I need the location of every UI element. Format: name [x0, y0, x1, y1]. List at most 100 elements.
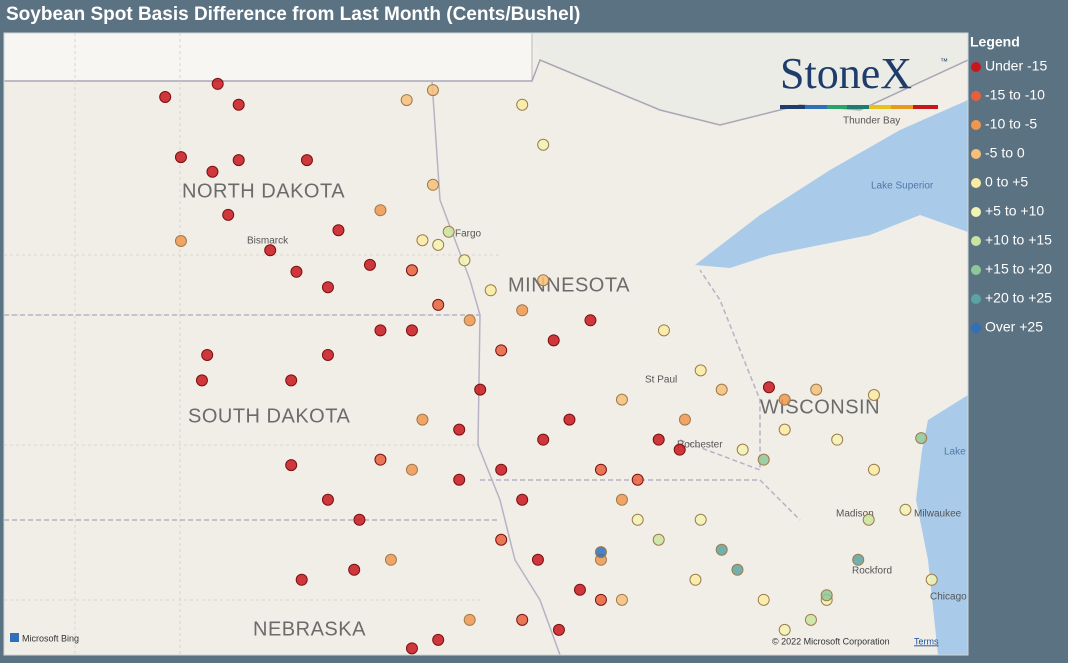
- price-point[interactable]: [584, 314, 597, 327]
- price-point[interactable]: [363, 258, 376, 271]
- price-point[interactable]: [694, 364, 707, 377]
- price-point[interactable]: [353, 513, 366, 526]
- price-point[interactable]: [400, 94, 413, 107]
- price-point[interactable]: [195, 374, 208, 387]
- price-point[interactable]: [615, 493, 628, 506]
- price-point[interactable]: [159, 91, 172, 104]
- price-point[interactable]: [384, 553, 397, 566]
- price-point[interactable]: [285, 459, 298, 472]
- price-point[interactable]: [615, 393, 628, 406]
- price-point[interactable]: [831, 433, 844, 446]
- price-point[interactable]: [516, 493, 529, 506]
- price-point[interactable]: [731, 563, 744, 576]
- price-point[interactable]: [563, 413, 576, 426]
- price-point[interactable]: [463, 613, 476, 626]
- price-point[interactable]: [867, 389, 880, 401]
- price-point[interactable]: [264, 244, 277, 257]
- price-point[interactable]: [442, 225, 455, 238]
- price-point[interactable]: [736, 443, 749, 456]
- price-point[interactable]: [516, 98, 529, 111]
- price-point[interactable]: [594, 593, 607, 606]
- price-point[interactable]: [552, 623, 565, 636]
- price-point[interactable]: [778, 423, 791, 436]
- price-point[interactable]: [174, 235, 187, 247]
- price-point[interactable]: [694, 513, 707, 526]
- price-point[interactable]: [862, 513, 875, 526]
- price-point[interactable]: [594, 463, 607, 476]
- price-point[interactable]: [652, 433, 665, 446]
- price-point[interactable]: [804, 613, 817, 626]
- price-point[interactable]: [810, 383, 823, 396]
- price-point[interactable]: [867, 463, 880, 476]
- price-point[interactable]: [374, 204, 387, 217]
- price-point[interactable]: [232, 154, 245, 167]
- price-point[interactable]: [405, 264, 418, 277]
- price-point[interactable]: [463, 314, 476, 327]
- price-point[interactable]: [899, 503, 912, 516]
- price-point[interactable]: [374, 324, 387, 337]
- price-point[interactable]: [715, 383, 728, 396]
- price-point[interactable]: [778, 393, 791, 406]
- price-point[interactable]: [426, 178, 439, 191]
- price-point[interactable]: [484, 284, 497, 297]
- price-point[interactable]: [206, 165, 219, 178]
- price-point[interactable]: [852, 553, 865, 566]
- price-point[interactable]: [211, 77, 224, 90]
- price-point[interactable]: [537, 274, 550, 287]
- price-point[interactable]: [405, 642, 418, 655]
- price-point[interactable]: [531, 553, 544, 566]
- price-point[interactable]: [348, 563, 361, 576]
- price-point[interactable]: [689, 573, 702, 586]
- price-point[interactable]: [757, 453, 770, 466]
- price-point[interactable]: [495, 344, 508, 357]
- price-point[interactable]: [757, 593, 770, 606]
- price-point[interactable]: [453, 473, 466, 486]
- price-point[interactable]: [762, 381, 775, 394]
- price-point[interactable]: [594, 546, 607, 559]
- price-point[interactable]: [495, 533, 508, 546]
- price-point[interactable]: [321, 281, 334, 294]
- price-point[interactable]: [232, 98, 245, 111]
- price-point[interactable]: [631, 473, 644, 486]
- price-point[interactable]: [652, 533, 665, 546]
- price-point[interactable]: [516, 613, 529, 626]
- price-point[interactable]: [405, 324, 418, 337]
- price-point[interactable]: [416, 413, 429, 426]
- price-point[interactable]: [820, 589, 833, 602]
- price-point[interactable]: [426, 84, 439, 97]
- price-point[interactable]: [432, 298, 445, 311]
- price-point[interactable]: [537, 433, 550, 446]
- price-point[interactable]: [222, 208, 235, 221]
- price-point[interactable]: [495, 463, 508, 476]
- price-point[interactable]: [300, 154, 313, 167]
- price-point[interactable]: [673, 443, 686, 456]
- price-point[interactable]: [321, 493, 334, 506]
- price-point[interactable]: [547, 334, 560, 347]
- price-point[interactable]: [778, 623, 791, 636]
- price-point[interactable]: [174, 151, 187, 164]
- price-point[interactable]: [715, 543, 728, 556]
- price-point[interactable]: [285, 374, 298, 387]
- price-point[interactable]: [416, 234, 429, 247]
- price-point[interactable]: [516, 304, 529, 317]
- price-point[interactable]: [458, 254, 471, 267]
- price-point[interactable]: [615, 593, 628, 606]
- price-point[interactable]: [432, 633, 445, 646]
- price-point[interactable]: [295, 573, 308, 586]
- price-point[interactable]: [537, 138, 550, 151]
- price-point[interactable]: [573, 583, 586, 596]
- price-point[interactable]: [925, 573, 938, 586]
- price-point[interactable]: [631, 513, 644, 526]
- price-point[interactable]: [657, 324, 670, 337]
- price-point[interactable]: [915, 432, 928, 445]
- terms-link[interactable]: Terms: [914, 636, 939, 646]
- price-point[interactable]: [374, 453, 387, 466]
- price-point[interactable]: [678, 413, 691, 426]
- price-point[interactable]: [332, 224, 345, 237]
- price-point[interactable]: [432, 238, 445, 251]
- price-point[interactable]: [321, 348, 334, 361]
- price-point[interactable]: [201, 348, 214, 361]
- price-point[interactable]: [290, 265, 303, 278]
- price-point[interactable]: [453, 423, 466, 436]
- price-point[interactable]: [405, 463, 418, 476]
